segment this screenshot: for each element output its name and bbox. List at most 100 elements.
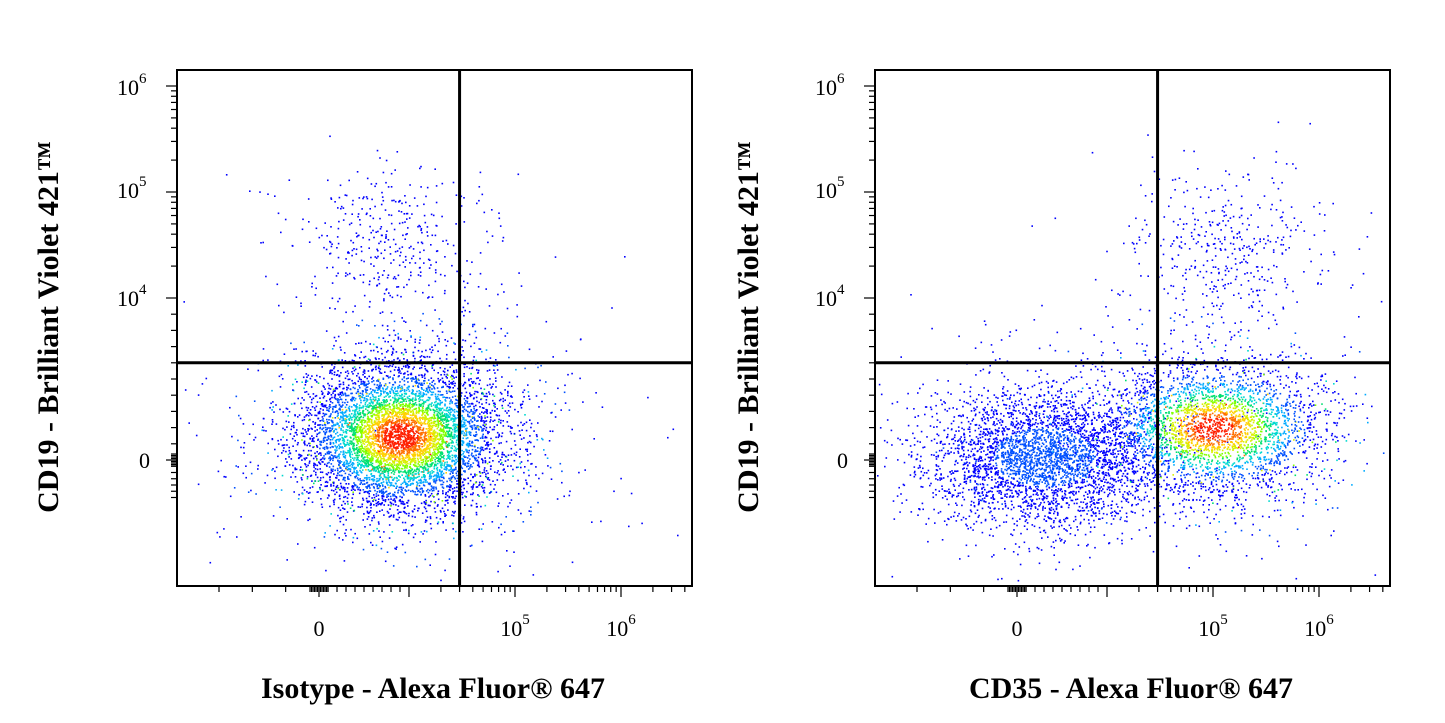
event-dot (434, 452, 436, 454)
event-dot (418, 410, 420, 413)
event-dot (506, 332, 509, 334)
event-dot (427, 488, 429, 491)
event-dot (376, 389, 379, 391)
event-dot (414, 439, 416, 441)
event-dot (507, 390, 509, 393)
event-dot (405, 413, 407, 416)
event-dot (506, 307, 509, 310)
event-dot (357, 440, 359, 442)
event-dot (340, 516, 342, 519)
event-dot (294, 468, 297, 471)
event-dot (393, 477, 396, 479)
event-dot (414, 420, 416, 423)
event-dot (427, 421, 430, 423)
event-dot (375, 461, 377, 463)
event-dot (442, 430, 444, 433)
event-dot (357, 436, 359, 438)
event-dot (478, 484, 480, 487)
event-dot (389, 508, 391, 510)
event-dot (436, 410, 438, 413)
event-dot (435, 444, 437, 447)
event-dot (383, 292, 386, 295)
event-dot (411, 389, 414, 391)
event-dot (414, 533, 417, 535)
event-dot (407, 430, 409, 433)
event-dot (403, 433, 405, 436)
event-dot (389, 376, 391, 378)
event-dot (446, 468, 448, 470)
event-dot (326, 497, 329, 499)
event-dot (464, 470, 466, 472)
event-dot (520, 404, 522, 407)
event-dot (446, 480, 448, 483)
event-dot (377, 385, 380, 388)
event-dot (463, 520, 466, 523)
event-dot (437, 498, 440, 501)
event-dot (352, 491, 354, 493)
event-dot (429, 523, 432, 525)
event-dot (484, 459, 487, 462)
event-dot (460, 425, 462, 427)
event-dot (385, 490, 388, 493)
event-dot (411, 489, 414, 492)
event-dot (427, 468, 430, 470)
event-dot (347, 478, 349, 480)
event-dot (370, 470, 372, 472)
event-dot (403, 450, 405, 452)
event-dot (247, 491, 250, 493)
event-dot (507, 425, 510, 427)
event-dot (300, 477, 303, 479)
event-dot (446, 396, 449, 399)
event-dot (365, 386, 368, 389)
event-dot (454, 447, 457, 449)
event-dot (377, 416, 379, 418)
event-dot (408, 398, 411, 400)
event-dot (383, 396, 386, 398)
event-dot (311, 440, 313, 442)
event-dot (446, 385, 449, 388)
event-dot (390, 450, 393, 453)
event-dot (484, 411, 486, 413)
event-dot (356, 473, 359, 476)
event-dot (437, 521, 440, 523)
event-dot (351, 392, 353, 395)
event-dot (425, 451, 428, 454)
event-dot (433, 466, 436, 468)
event-dot (375, 469, 377, 471)
event-dot (475, 506, 478, 508)
event-dot (270, 402, 272, 405)
event-dot (330, 369, 333, 372)
event-dot (421, 406, 424, 409)
event-dot (382, 477, 384, 480)
event-dot (401, 468, 404, 470)
event-dot (283, 444, 286, 446)
event-dot (378, 412, 380, 415)
event-dot (390, 433, 392, 436)
event-dot (430, 454, 432, 457)
event-dot (474, 449, 477, 451)
event-dot (468, 367, 471, 370)
event-dot (401, 543, 404, 546)
event-dot (404, 521, 407, 524)
event-dot (357, 459, 359, 461)
event-dot (390, 345, 393, 348)
event-dot (355, 475, 358, 477)
event-dot (330, 419, 333, 422)
event-dot (305, 373, 308, 375)
event-dot (480, 426, 483, 429)
event-dot (426, 456, 428, 458)
event-dot (338, 385, 341, 388)
event-dot (392, 378, 394, 381)
event-dot (410, 372, 413, 375)
event-dot (370, 453, 373, 455)
event-dot (328, 405, 331, 408)
event-dot (416, 427, 419, 429)
event-dot (365, 459, 367, 461)
event-dot (233, 487, 236, 489)
event-dot (421, 431, 423, 434)
event-dot (445, 390, 448, 392)
event-dot (395, 390, 397, 393)
event-dot (308, 442, 310, 445)
event-dot (269, 406, 271, 409)
event-dot (313, 437, 315, 439)
